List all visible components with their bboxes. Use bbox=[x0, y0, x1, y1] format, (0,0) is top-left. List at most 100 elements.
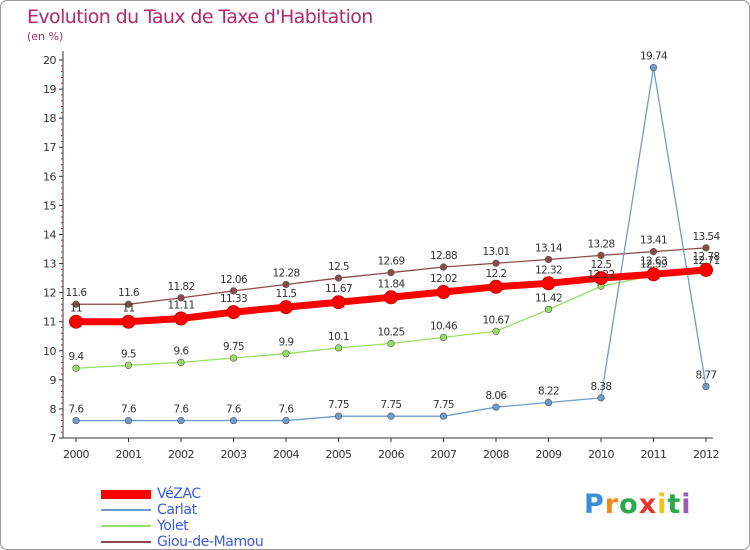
data-label: 12.2 bbox=[486, 268, 507, 280]
y-tick-label: 20 bbox=[43, 54, 56, 67]
data-point bbox=[334, 274, 343, 282]
data-label: 12.02 bbox=[430, 273, 457, 285]
data-point bbox=[177, 416, 185, 425]
data-point bbox=[124, 361, 133, 369]
y-tick-label: 9 bbox=[50, 374, 57, 387]
data-label: 11.5 bbox=[276, 288, 297, 300]
data-point bbox=[331, 295, 346, 310]
data-point bbox=[387, 412, 395, 420]
x-tick-label: 2000 bbox=[63, 448, 89, 461]
legend-swatch bbox=[101, 541, 151, 543]
data-point bbox=[646, 267, 661, 282]
data-label: 11.82 bbox=[167, 281, 194, 293]
y-tick-label: 11 bbox=[43, 316, 56, 329]
logo-letter: i bbox=[681, 489, 692, 520]
data-label: 9.75 bbox=[223, 341, 244, 353]
data-label: 12.5 bbox=[328, 261, 349, 273]
data-point bbox=[226, 305, 241, 320]
legend-swatch bbox=[101, 509, 151, 511]
data-label: 7.6 bbox=[121, 404, 137, 416]
y-tick-label: 12 bbox=[43, 287, 56, 300]
y-tick-label: 7 bbox=[50, 432, 57, 445]
legend-label: Giou-de-Mamou bbox=[157, 534, 264, 550]
data-label: 7.75 bbox=[381, 399, 402, 411]
data-point bbox=[282, 280, 290, 289]
y-tick-label: 17 bbox=[43, 141, 56, 154]
data-point bbox=[229, 287, 238, 295]
data-point bbox=[544, 255, 553, 264]
data-point bbox=[69, 314, 83, 329]
data-point bbox=[489, 279, 503, 294]
y-tick-label: 13 bbox=[43, 258, 56, 271]
logo-letter: t bbox=[667, 489, 682, 520]
data-label: 12.32 bbox=[535, 264, 562, 276]
data-label: 12.63 bbox=[640, 255, 667, 267]
data-label: 11 bbox=[122, 303, 134, 315]
data-label: 12.59 bbox=[640, 258, 667, 270]
data-label: 13.54 bbox=[692, 231, 720, 243]
logo-letter: x bbox=[638, 489, 658, 520]
data-label: 11.84 bbox=[377, 278, 405, 290]
data-point bbox=[124, 416, 133, 425]
data-label: 12.71 bbox=[692, 255, 719, 267]
data-point bbox=[72, 364, 80, 372]
data-label: 12.88 bbox=[430, 250, 457, 262]
data-point bbox=[229, 416, 238, 425]
data-point bbox=[597, 251, 605, 259]
x-tick-label: 2008 bbox=[483, 448, 509, 461]
data-label: 19.74 bbox=[640, 51, 668, 63]
data-label: 11.67 bbox=[325, 283, 352, 295]
data-point bbox=[177, 358, 185, 367]
data-label: 11.33 bbox=[220, 293, 247, 305]
x-tick-label: 2005 bbox=[326, 448, 352, 461]
data-label: 7.6 bbox=[174, 404, 190, 416]
data-point bbox=[229, 354, 238, 362]
data-label: 8.06 bbox=[486, 390, 508, 402]
data-point bbox=[282, 416, 290, 425]
data-point bbox=[384, 290, 398, 305]
y-tick-label: 15 bbox=[43, 199, 56, 212]
legend-item: Giou-de-Mamou bbox=[101, 534, 264, 550]
data-point bbox=[541, 276, 556, 291]
data-point bbox=[177, 294, 185, 302]
legend-swatch bbox=[101, 525, 151, 527]
data-label: 8.22 bbox=[538, 386, 559, 398]
logo-letter: i bbox=[657, 489, 668, 520]
data-label: 13.41 bbox=[640, 235, 667, 247]
data-point bbox=[597, 394, 605, 402]
data-point bbox=[649, 63, 658, 72]
data-label: 11.42 bbox=[535, 292, 562, 304]
legend-swatch bbox=[101, 489, 151, 499]
data-point bbox=[702, 382, 710, 391]
data-label: 12.69 bbox=[377, 256, 404, 268]
data-label: 12.06 bbox=[220, 274, 248, 286]
data-label: 9.6 bbox=[174, 345, 190, 357]
data-point bbox=[72, 300, 80, 308]
legend-item: Carlat bbox=[101, 502, 263, 518]
data-point bbox=[492, 259, 500, 267]
x-tick-label: 2012 bbox=[693, 448, 719, 461]
data-point bbox=[436, 285, 451, 300]
x-tick-label: 2009 bbox=[536, 448, 562, 461]
data-label: 13.14 bbox=[535, 242, 563, 254]
data-label: 9.5 bbox=[121, 348, 136, 360]
legend-label: VéZAC bbox=[157, 486, 201, 502]
data-point bbox=[649, 248, 658, 256]
x-tick-label: 2003 bbox=[221, 448, 247, 461]
legend-label: Carlat bbox=[157, 502, 197, 518]
data-point bbox=[439, 263, 448, 271]
data-label: 10.67 bbox=[482, 314, 509, 326]
data-label: 10.25 bbox=[377, 327, 404, 339]
data-label: 7.6 bbox=[226, 404, 242, 416]
data-point bbox=[387, 268, 395, 277]
data-point bbox=[439, 333, 448, 341]
y-tick-label: 18 bbox=[43, 112, 56, 125]
data-label: 10.1 bbox=[328, 331, 349, 343]
x-tick-label: 2011 bbox=[641, 448, 667, 461]
data-point bbox=[702, 244, 710, 252]
chart-unit-label: (en %) bbox=[27, 30, 64, 43]
data-label: 8.38 bbox=[591, 381, 612, 393]
data-label: 13.28 bbox=[587, 238, 614, 250]
